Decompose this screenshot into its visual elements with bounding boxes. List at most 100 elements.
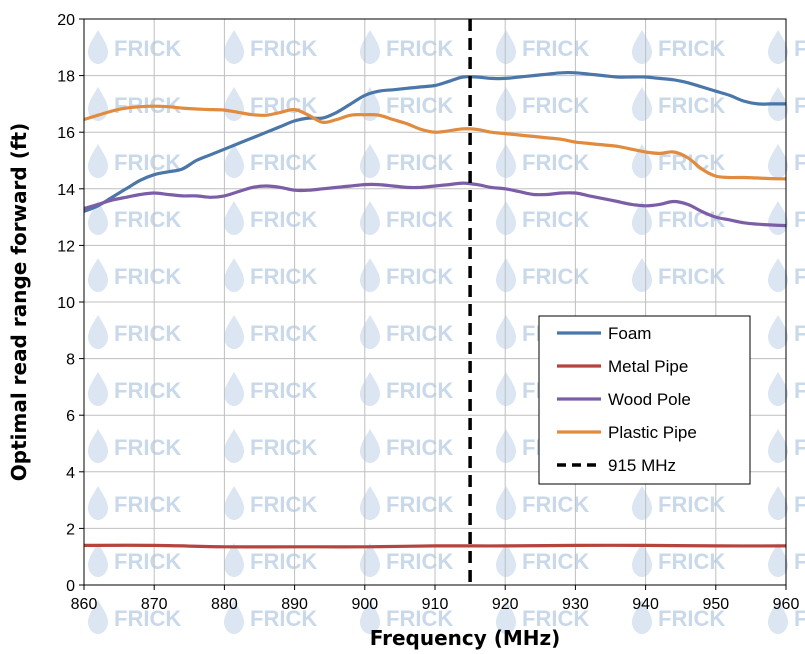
watermark-drop-icon [88,486,108,520]
watermark-drop-icon [224,486,244,520]
watermark-tile: FRICK [88,372,181,406]
series-line-plastic-pipe [84,104,786,181]
watermark-text: FRICK [658,264,725,289]
watermark-tile: FRICK [496,201,589,235]
watermark-drop-icon [224,600,244,634]
watermark-text: FRICK [114,492,181,517]
watermark-text: FRICK [386,207,453,232]
watermark-drop-icon [768,543,788,577]
watermark-tile: FRICK [224,600,317,634]
x-tick-label: 890 [281,596,308,613]
watermark-text: FRICK [250,207,317,232]
watermark-text: FRICK [386,321,453,346]
watermark-tile: FRICK [88,258,181,292]
watermark-text: FRICK [250,150,317,175]
watermark-tile: FRICK [360,315,453,349]
watermark-tile: FRICK [496,144,589,178]
watermark-text: FRICK [386,150,453,175]
watermark-text: FRICK [250,36,317,61]
watermark-drop-icon [88,315,108,349]
watermark-drop-icon [224,372,244,406]
watermark-drop-icon [88,372,108,406]
watermark-tile: FRICK [360,258,453,292]
y-tick-label: 8 [66,352,75,369]
watermark-tile: FRICK [360,600,453,634]
watermark-tile: FRICK [632,486,725,520]
watermark-text: FRICK [794,492,805,517]
watermark-drop-icon [88,30,108,64]
watermark-drop-icon [360,600,380,634]
watermark-tile: FRICK [632,201,725,235]
watermark-tile: FRICK [224,543,317,577]
watermark-text: FRICK [114,606,181,631]
watermark-text: FRICK [250,435,317,460]
x-tick-label: 960 [773,596,800,613]
watermark-tile: FRICK [496,543,589,577]
watermark-text: FRICK [250,264,317,289]
watermark-drop-icon [768,372,788,406]
watermark-tile: FRICK [496,87,589,121]
watermark-text: FRICK [386,264,453,289]
watermark-tile: FRICK [224,30,317,64]
watermark-tile: FRICK [496,258,589,292]
x-tick-label: 910 [422,596,449,613]
watermark-text: FRICK [114,321,181,346]
watermark-text: FRICK [658,36,725,61]
watermark-text: FRICK [250,606,317,631]
watermark-drop-icon [768,486,788,520]
watermark-tile: FRICK [768,315,805,349]
x-tick-label: 900 [351,596,378,613]
series-line-metal-pipe [84,543,786,549]
y-tick-label: 2 [66,521,75,538]
watermark-text: FRICK [658,492,725,517]
watermark-drop-icon [632,600,652,634]
watermark-drop-icon [768,258,788,292]
watermark-drop-icon [632,543,652,577]
y-tick-label: 10 [57,295,75,312]
x-tick-label: 880 [211,596,238,613]
watermark-text: FRICK [658,207,725,232]
axes: 0 2 4 6 8 10 12 14 16 18 20 860 870 880 890 900 910 920 93… [57,12,799,613]
watermark-text: FRICK [794,93,805,118]
series-line-wood-pole [84,181,786,228]
watermark-tile: FRICK [496,486,589,520]
watermark-tile: FRICK [768,144,805,178]
watermark-tile: FRICK [88,600,181,634]
watermark-drop-icon [496,315,516,349]
watermark-tile: FRICK [88,315,181,349]
watermark-text: FRICK [386,549,453,574]
watermark-tile: FRICK [224,315,317,349]
legend-label-foam: Foam [608,324,651,343]
watermark-tile: FRICK [768,486,805,520]
watermark-drop-icon [496,600,516,634]
watermark-tile: FRICK [496,30,589,64]
x-tick-label: 930 [562,596,589,613]
watermark-drop-icon [496,30,516,64]
watermark-text: FRICK [386,492,453,517]
watermark-tile: FRICK [88,201,181,235]
x-tick-label: 920 [492,596,519,613]
watermark-drop-icon [768,144,788,178]
y-tick-label: 12 [57,238,75,255]
watermark-text: FRICK [794,549,805,574]
watermark-tile: FRICK [224,144,317,178]
watermark-text: FRICK [522,36,589,61]
watermark-text: FRICK [658,606,725,631]
watermark-text: FRICK [794,264,805,289]
watermark-text: FRICK [114,207,181,232]
watermark-tile: FRICK [768,372,805,406]
watermark-text: FRICK [114,549,181,574]
watermark-text: FRICK [386,36,453,61]
watermark-text: FRICK [250,321,317,346]
watermark-drop-icon [496,429,516,463]
watermark-text: FRICK [114,378,181,403]
legend-label-plastic-pipe: Plastic Pipe [608,423,697,442]
watermark-drop-icon [632,258,652,292]
watermark-drop-icon [632,87,652,121]
watermark-tile: FRICK [88,30,181,64]
watermark-drop-icon [88,600,108,634]
watermark-drop-icon [224,201,244,235]
watermark-tile: FRICK [632,600,725,634]
y-tick-label: 18 [57,69,75,86]
